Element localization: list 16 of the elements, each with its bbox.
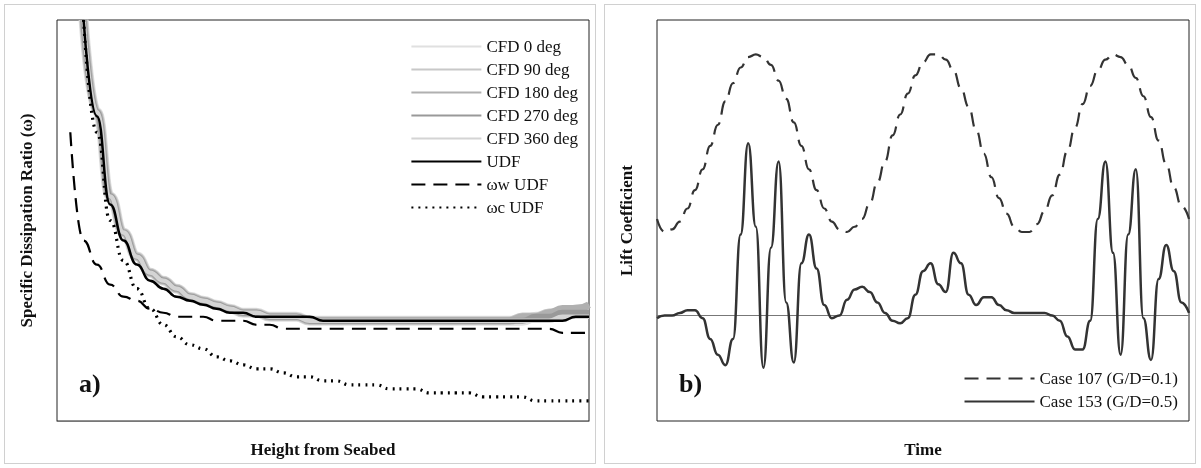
legend-label: CFD 360 deg: [486, 129, 579, 148]
x-axis-title: Time: [904, 440, 943, 459]
y-axis-title: Specific Dissipation Ratio (ω): [17, 113, 36, 328]
text: b): [679, 368, 703, 398]
legend-label: ωc UDF: [486, 198, 544, 217]
legend-label: ωw UDF: [486, 175, 549, 194]
legend-label: CFD 90 deg: [486, 60, 570, 79]
legend-label: Case 107 (G/D=0.1): [1039, 369, 1178, 388]
y-axis-title: Lift Coefficient: [617, 164, 636, 276]
legend-label: Case 153 (G/D=0.5): [1039, 392, 1178, 411]
legend-label: CFD 270 deg: [486, 106, 579, 125]
legend-label: UDF: [486, 152, 521, 171]
x-axis-title: Height from Seabed: [250, 440, 397, 459]
legend-label: CFD 180 deg: [486, 83, 579, 102]
legend-label: CFD 0 deg: [486, 37, 562, 56]
annotation: a): [79, 368, 101, 398]
